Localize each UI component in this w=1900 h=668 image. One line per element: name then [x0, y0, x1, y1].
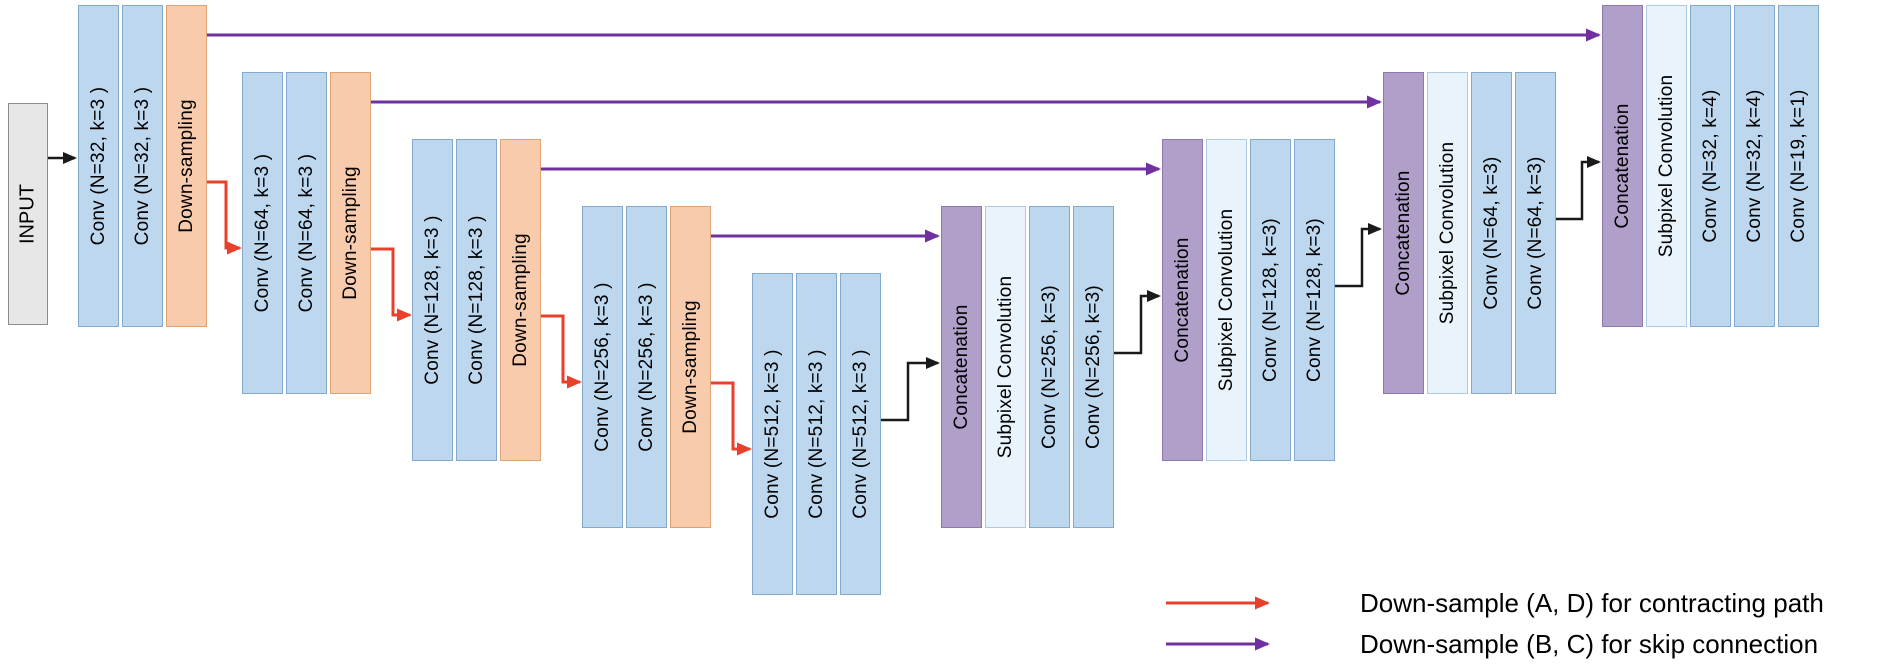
downsampling-block: Down-sampling — [166, 5, 207, 327]
conv-block: Conv (N=128, k=3 ) — [456, 139, 497, 461]
conv-block-label: Conv (N=256, k=3) — [1082, 285, 1104, 449]
conv-block: Conv (N=512, k=3 ) — [796, 273, 837, 595]
downsampling-block-label: Down-sampling — [175, 99, 197, 233]
upsample-flow-arrow-1 — [881, 357, 940, 422]
downsampling-block: Down-sampling — [670, 206, 711, 528]
subpixel-convolution-block: Subpixel Convolution — [1427, 72, 1468, 394]
conv-block-label: Conv (N=128, k=3) — [1259, 218, 1281, 382]
conv-block-label: Conv (N=128, k=3 ) — [421, 215, 443, 385]
concatenation-block: Concatenation — [1602, 5, 1643, 327]
downsampling-block: Down-sampling — [500, 139, 541, 461]
subpixel-convolution-block: Subpixel Convolution — [985, 206, 1026, 528]
conv-block: Conv (N=256, k=3 ) — [626, 206, 667, 528]
downsample-arrow-2 — [371, 247, 412, 322]
encoder-stage-1: Conv (N=32, k=3 ) Conv (N=32, k=3 ) Down… — [78, 5, 207, 327]
decoder-stage-3: Concatenation Subpixel Convolution Conv … — [1383, 72, 1556, 394]
concatenation-block-label: Concatenation — [1392, 170, 1414, 296]
subpixel-convolution-block: Subpixel Convolution — [1206, 139, 1247, 461]
conv-block: Conv (N=64, k=3) — [1471, 72, 1512, 394]
conv-block-label: Conv (N=32, k=3 ) — [87, 86, 109, 246]
subpixel-convolution-block: Subpixel Convolution — [1646, 5, 1687, 327]
decoder-stage-1: Concatenation Subpixel Convolution Conv … — [941, 206, 1114, 528]
encoder-stage-2: Conv (N=64, k=3 ) Conv (N=64, k=3 ) Down… — [242, 72, 371, 394]
input-label: INPUT — [16, 184, 39, 244]
subpixel-block-label: Subpixel Convolution — [994, 275, 1016, 459]
conv-block: Conv (N=256, k=3 ) — [582, 206, 623, 528]
concatenation-block: Concatenation — [1162, 139, 1203, 461]
downsampling-block-label: Down-sampling — [509, 233, 531, 367]
conv-block-label: Conv (N=256, k=3 ) — [591, 282, 613, 452]
conv-block: Conv (N=64, k=3 ) — [242, 72, 283, 394]
conv-block: Conv (N=32, k=3 ) — [122, 5, 163, 327]
legend-label-contracting-path: Down-sample (A, D) for contracting path — [1360, 588, 1824, 618]
conv-block: Conv (N=512, k=3 ) — [752, 273, 793, 595]
conv-block-label: Conv (N=512, k=3 ) — [805, 349, 827, 519]
upsample-flow-arrow-2 — [1114, 290, 1161, 355]
subpixel-block-label: Subpixel Convolution — [1215, 208, 1237, 392]
conv-block: Conv (N=32, k=4) — [1690, 5, 1731, 327]
concatenation-block-label: Concatenation — [950, 304, 972, 430]
downsampling-block-label: Down-sampling — [679, 300, 701, 434]
concatenation-block: Concatenation — [1383, 72, 1424, 394]
conv-block-label: Conv (N=128, k=3) — [1303, 218, 1325, 382]
conv-block-label: Conv (N=256, k=3 ) — [635, 282, 657, 452]
subpixel-block-label: Subpixel Convolution — [1436, 141, 1458, 325]
conv-block-label: Conv (N=64, k=3 ) — [295, 153, 317, 313]
downsampling-block: Down-sampling — [330, 72, 371, 394]
conv-block-label: Conv (N=256, k=3) — [1038, 285, 1060, 449]
bottleneck-stage: Conv (N=512, k=3 ) Conv (N=512, k=3 ) Co… — [752, 273, 881, 595]
conv-block: Conv (N=32, k=3 ) — [78, 5, 119, 327]
conv-block-label: Conv (N=32, k=4) — [1699, 89, 1721, 243]
decoder-stage-4: Concatenation Subpixel Convolution Conv … — [1602, 5, 1819, 327]
conv-block: Conv (N=256, k=3) — [1029, 206, 1070, 528]
conv-block-label: Conv (N=64, k=3) — [1524, 156, 1546, 310]
concatenation-block: Concatenation — [941, 206, 982, 528]
legend-label-skip-connection: Down-sample (B, C) for skip connection — [1360, 629, 1819, 659]
subpixel-block-label: Subpixel Convolution — [1655, 74, 1677, 258]
conv-block: Conv (N=64, k=3 ) — [286, 72, 327, 394]
conv-block-label: Conv (N=64, k=3) — [1480, 156, 1502, 310]
conv-block: Conv (N=512, k=3 ) — [840, 273, 881, 595]
conv-block: Conv (N=19, k=1) — [1778, 5, 1819, 327]
input-block: INPUT — [8, 103, 48, 325]
conv-block-label: Conv (N=512, k=3 ) — [761, 349, 783, 519]
upsample-flow-arrow-4 — [1556, 156, 1601, 221]
conv-block: Conv (N=32, k=4) — [1734, 5, 1775, 327]
downsampling-block-label: Down-sampling — [339, 166, 361, 300]
upsample-flow-arrow-3 — [1335, 223, 1382, 288]
conv-block: Conv (N=128, k=3 ) — [412, 139, 453, 461]
conv-block: Conv (N=64, k=3) — [1515, 72, 1556, 394]
downsample-arrow-4 — [711, 381, 752, 456]
conv-block-label: Conv (N=19, k=1) — [1787, 89, 1809, 243]
conv-block-label: Conv (N=512, k=3 ) — [849, 349, 871, 519]
conv-block: Conv (N=128, k=3) — [1250, 139, 1291, 461]
downsample-arrow-1 — [207, 180, 242, 255]
conv-block: Conv (N=256, k=3) — [1073, 206, 1114, 528]
conv-block-label: Conv (N=64, k=3 ) — [251, 153, 273, 313]
conv-block: Conv (N=128, k=3) — [1294, 139, 1335, 461]
encoder-stage-4: Conv (N=256, k=3 ) Conv (N=256, k=3 ) Do… — [582, 206, 711, 528]
conv-block-label: Conv (N=32, k=4) — [1743, 89, 1765, 243]
conv-block-label: Conv (N=32, k=3 ) — [131, 86, 153, 246]
downsample-arrow-3 — [541, 314, 582, 389]
encoder-stage-3: Conv (N=128, k=3 ) Conv (N=128, k=3 ) Do… — [412, 139, 541, 461]
decoder-stage-2: Concatenation Subpixel Convolution Conv … — [1162, 139, 1335, 461]
conv-block-label: Conv (N=128, k=3 ) — [465, 215, 487, 385]
concatenation-block-label: Concatenation — [1611, 103, 1633, 229]
concatenation-block-label: Concatenation — [1171, 237, 1193, 363]
